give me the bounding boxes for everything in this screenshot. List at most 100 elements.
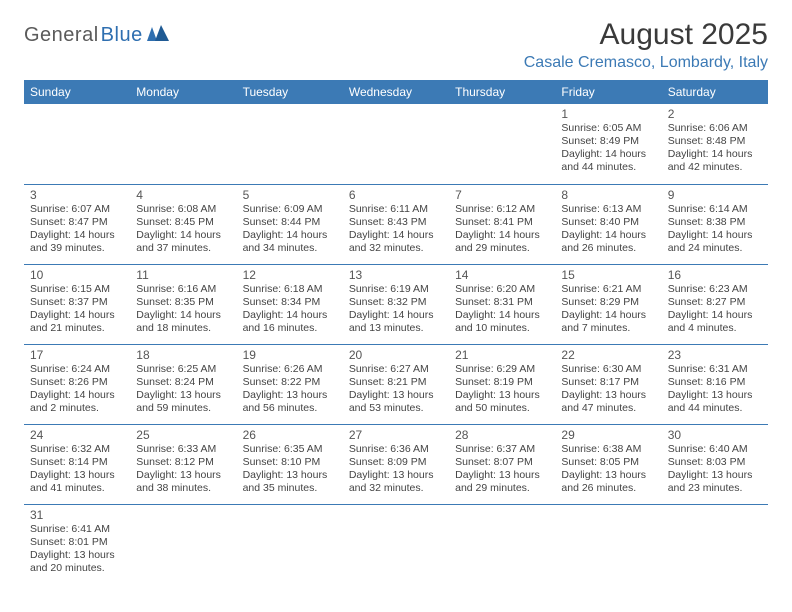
daylight-text: Daylight: 14 hours [561, 309, 655, 322]
daylight-text: Daylight: 13 hours [243, 469, 337, 482]
daylight-text: Daylight: 14 hours [561, 229, 655, 242]
daylight-text: and 44 minutes. [561, 161, 655, 174]
calendar-cell-empty [343, 104, 449, 184]
sunset-text: Sunset: 8:12 PM [136, 456, 230, 469]
sunset-text: Sunset: 8:43 PM [349, 216, 443, 229]
sunset-text: Sunset: 8:10 PM [243, 456, 337, 469]
sunrise-text: Sunrise: 6:25 AM [136, 363, 230, 376]
calendar-cell: 3Sunrise: 6:07 AMSunset: 8:47 PMDaylight… [24, 184, 130, 264]
day-number: 23 [668, 348, 762, 362]
day-number: 3 [30, 188, 124, 202]
daylight-text: and 23 minutes. [668, 482, 762, 495]
day-header-mon: Monday [130, 80, 236, 104]
day-number: 15 [561, 268, 655, 282]
daylight-text: and 24 minutes. [668, 242, 762, 255]
daylight-text: and 7 minutes. [561, 322, 655, 335]
sunset-text: Sunset: 8:05 PM [561, 456, 655, 469]
day-number: 18 [136, 348, 230, 362]
daylight-text: Daylight: 14 hours [30, 309, 124, 322]
daylight-text: and 26 minutes. [561, 242, 655, 255]
calendar-cell: 27Sunrise: 6:36 AMSunset: 8:09 PMDayligh… [343, 424, 449, 504]
day-number: 30 [668, 428, 762, 442]
sunset-text: Sunset: 8:35 PM [136, 296, 230, 309]
calendar-cell: 13Sunrise: 6:19 AMSunset: 8:32 PMDayligh… [343, 264, 449, 344]
daylight-text: Daylight: 14 hours [561, 148, 655, 161]
sunrise-text: Sunrise: 6:36 AM [349, 443, 443, 456]
calendar-cell: 2Sunrise: 6:06 AMSunset: 8:48 PMDaylight… [662, 104, 768, 184]
day-header-thu: Thursday [449, 80, 555, 104]
daylight-text: and 26 minutes. [561, 482, 655, 495]
sunset-text: Sunset: 8:40 PM [561, 216, 655, 229]
calendar-row: 1Sunrise: 6:05 AMSunset: 8:49 PMDaylight… [24, 104, 768, 184]
daylight-text: and 32 minutes. [349, 242, 443, 255]
sunrise-text: Sunrise: 6:13 AM [561, 203, 655, 216]
day-number: 24 [30, 428, 124, 442]
day-number: 31 [30, 508, 124, 522]
sunrise-text: Sunrise: 6:27 AM [349, 363, 443, 376]
day-number: 9 [668, 188, 762, 202]
sunset-text: Sunset: 8:49 PM [561, 135, 655, 148]
sunset-text: Sunset: 8:34 PM [243, 296, 337, 309]
daylight-text: Daylight: 14 hours [136, 309, 230, 322]
calendar-cell: 29Sunrise: 6:38 AMSunset: 8:05 PMDayligh… [555, 424, 661, 504]
sunrise-text: Sunrise: 6:30 AM [561, 363, 655, 376]
daylight-text: Daylight: 14 hours [30, 389, 124, 402]
daylight-text: Daylight: 14 hours [668, 229, 762, 242]
daylight-text: Daylight: 14 hours [349, 309, 443, 322]
day-number: 22 [561, 348, 655, 362]
daylight-text: and 35 minutes. [243, 482, 337, 495]
day-header-sun: Sunday [24, 80, 130, 104]
day-number: 2 [668, 107, 762, 121]
sunset-text: Sunset: 8:26 PM [30, 376, 124, 389]
sunset-text: Sunset: 8:03 PM [668, 456, 762, 469]
calendar-cell-empty [343, 504, 449, 584]
sunset-text: Sunset: 8:45 PM [136, 216, 230, 229]
day-number: 13 [349, 268, 443, 282]
location: Casale Cremasco, Lombardy, Italy [524, 54, 768, 72]
daylight-text: Daylight: 13 hours [455, 389, 549, 402]
daylight-text: and 37 minutes. [136, 242, 230, 255]
calendar-cell: 31Sunrise: 6:41 AMSunset: 8:01 PMDayligh… [24, 504, 130, 584]
daylight-text: Daylight: 13 hours [668, 389, 762, 402]
calendar-row: 24Sunrise: 6:32 AMSunset: 8:14 PMDayligh… [24, 424, 768, 504]
daylight-text: Daylight: 14 hours [136, 229, 230, 242]
day-header-fri: Friday [555, 80, 661, 104]
sunrise-text: Sunrise: 6:35 AM [243, 443, 337, 456]
sunset-text: Sunset: 8:24 PM [136, 376, 230, 389]
sunset-text: Sunset: 8:32 PM [349, 296, 443, 309]
sunrise-text: Sunrise: 6:15 AM [30, 283, 124, 296]
sunrise-text: Sunrise: 6:41 AM [30, 523, 124, 536]
sunset-text: Sunset: 8:48 PM [668, 135, 762, 148]
day-header-wed: Wednesday [343, 80, 449, 104]
calendar-cell: 7Sunrise: 6:12 AMSunset: 8:41 PMDaylight… [449, 184, 555, 264]
daylight-text: and 32 minutes. [349, 482, 443, 495]
daylight-text: and 44 minutes. [668, 402, 762, 415]
sunrise-text: Sunrise: 6:11 AM [349, 203, 443, 216]
daylight-text: and 50 minutes. [455, 402, 549, 415]
calendar-cell: 9Sunrise: 6:14 AMSunset: 8:38 PMDaylight… [662, 184, 768, 264]
sunset-text: Sunset: 8:07 PM [455, 456, 549, 469]
calendar-cell: 14Sunrise: 6:20 AMSunset: 8:31 PMDayligh… [449, 264, 555, 344]
day-number: 28 [455, 428, 549, 442]
day-number: 26 [243, 428, 337, 442]
calendar-cell: 18Sunrise: 6:25 AMSunset: 8:24 PMDayligh… [130, 344, 236, 424]
day-number: 27 [349, 428, 443, 442]
day-number: 1 [561, 107, 655, 121]
sunrise-text: Sunrise: 6:31 AM [668, 363, 762, 376]
calendar-cell-empty [24, 104, 130, 184]
calendar-cell: 17Sunrise: 6:24 AMSunset: 8:26 PMDayligh… [24, 344, 130, 424]
sunrise-text: Sunrise: 6:20 AM [455, 283, 549, 296]
sunrise-text: Sunrise: 6:26 AM [243, 363, 337, 376]
calendar-row: 3Sunrise: 6:07 AMSunset: 8:47 PMDaylight… [24, 184, 768, 264]
calendar-cell-empty [555, 504, 661, 584]
calendar-row: 31Sunrise: 6:41 AMSunset: 8:01 PMDayligh… [24, 504, 768, 584]
daylight-text: and 47 minutes. [561, 402, 655, 415]
daylight-text: and 56 minutes. [243, 402, 337, 415]
day-number: 11 [136, 268, 230, 282]
title-block: August 2025 Casale Cremasco, Lombardy, I… [524, 18, 768, 72]
day-number: 4 [136, 188, 230, 202]
sunrise-text: Sunrise: 6:21 AM [561, 283, 655, 296]
sunset-text: Sunset: 8:19 PM [455, 376, 549, 389]
sunrise-text: Sunrise: 6:19 AM [349, 283, 443, 296]
daylight-text: and 4 minutes. [668, 322, 762, 335]
